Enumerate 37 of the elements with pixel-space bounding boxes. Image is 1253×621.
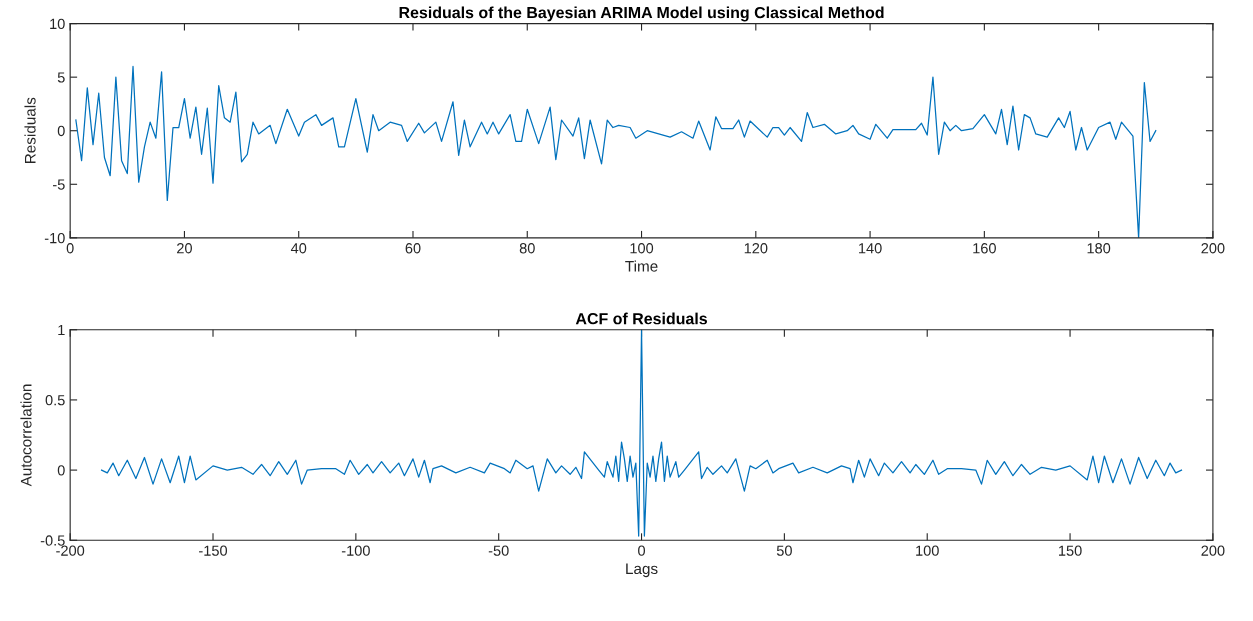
x-tick-label: 200 <box>1201 545 1225 556</box>
x-tick-label: 50 <box>776 545 792 556</box>
y-tick-label: 0.5 <box>45 395 65 406</box>
x-tick-label: 120 <box>744 243 768 254</box>
x-tick-label: -150 <box>199 545 228 556</box>
x-axis-title: Lags <box>626 563 658 578</box>
x-tick-label: 180 <box>1087 243 1111 254</box>
x-tick-label: 80 <box>519 243 535 254</box>
y-axis-title: Autocorrelation <box>20 384 32 487</box>
y-tick-label: 5 <box>57 72 65 83</box>
x-tick-label: 100 <box>630 243 654 254</box>
x-tick-label: 40 <box>290 243 307 254</box>
x-axis-title: Time <box>625 260 658 272</box>
y-tick-label: 0 <box>57 465 65 476</box>
x-tick-label: 140 <box>859 243 882 254</box>
line-series <box>100 329 1183 537</box>
y-tick-label: -10 <box>44 232 65 244</box>
x-tick-label: 60 <box>405 243 421 254</box>
x-tick-label: 20 <box>177 243 192 254</box>
y-tick-label: -0.5 <box>40 535 65 546</box>
x-tick-label: 0 <box>66 243 74 254</box>
chart-title: ACF of Residuals <box>575 312 707 325</box>
x-tick-label: 200 <box>1201 243 1225 254</box>
line-series <box>75 65 1157 238</box>
y-tick-label: 1 <box>58 325 65 336</box>
chart-title: Residuals of the Bayesian ARIMA Model using Classical Method <box>399 6 884 22</box>
x-tick-label: -100 <box>341 545 370 556</box>
x-tick-label: 100 <box>916 545 939 556</box>
x-tick-label: -50 <box>488 545 509 556</box>
x-tick-label: 0 <box>638 545 646 556</box>
y-tick-label: 10 <box>50 18 65 30</box>
x-tick-label: 160 <box>973 243 996 254</box>
y-tick-label: 0 <box>57 125 65 137</box>
y-axis-title: Residuals <box>24 97 36 164</box>
x-tick-label: 150 <box>1059 545 1082 556</box>
y-tick-label: -5 <box>52 179 65 190</box>
x-tick-label: -200 <box>56 545 85 556</box>
